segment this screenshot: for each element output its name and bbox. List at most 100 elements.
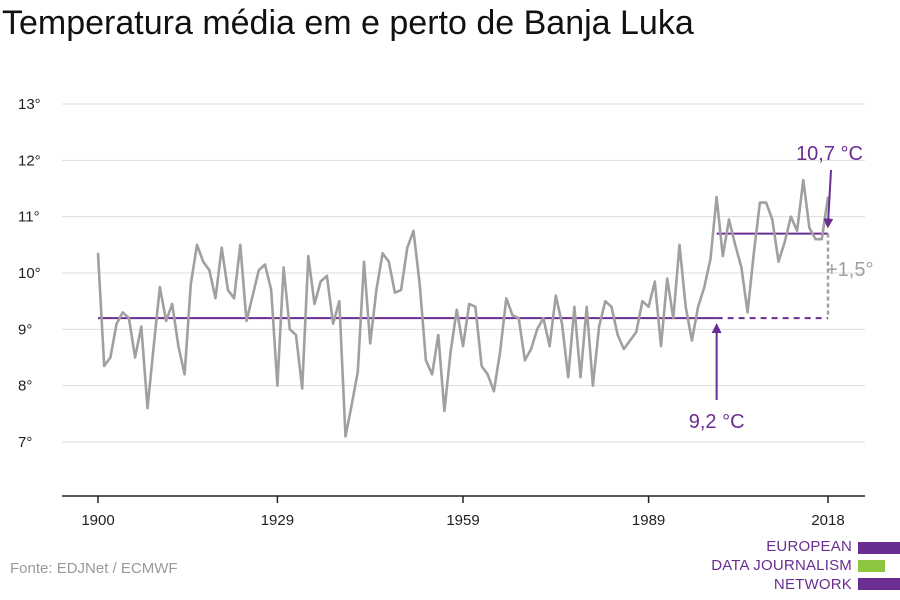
- data-point: [542, 317, 545, 319]
- data-point: [486, 373, 489, 376]
- data-point: [734, 244, 736, 246]
- data-point: [462, 345, 464, 348]
- data-point: [183, 373, 186, 376]
- data-point: [239, 244, 242, 246]
- data-point: [121, 311, 124, 314]
- data-point: [573, 306, 576, 308]
- data-point: [159, 286, 161, 288]
- data-point: [468, 303, 471, 305]
- y-tick-label: 13°: [18, 96, 41, 113]
- logo-text-line1: EUROPEAN: [766, 538, 852, 555]
- x-tick-label: 2018: [811, 512, 844, 529]
- data-point: [610, 306, 613, 308]
- data-point: [319, 280, 322, 283]
- data-point: [505, 297, 508, 300]
- x-axis: [62, 495, 865, 503]
- data-point: [592, 384, 594, 387]
- data-point: [357, 370, 359, 373]
- source-note: Fonte: EDJNet / ECMWF: [10, 560, 178, 577]
- data-point: [759, 201, 761, 204]
- logo-bar-3: [858, 578, 900, 590]
- x-tick-label: 1959: [446, 512, 479, 529]
- data-point: [579, 376, 582, 379]
- recent-arrow: [823, 169, 834, 229]
- data-point: [722, 255, 724, 257]
- data-point: [245, 320, 248, 322]
- data-point: [128, 317, 130, 319]
- data-point: [202, 260, 204, 263]
- data-point: [375, 289, 378, 291]
- data-point: [783, 241, 786, 243]
- data-point: [350, 404, 353, 407]
- y-tick-label: 12°: [18, 152, 41, 169]
- data-point: [771, 218, 774, 221]
- data-point: [814, 238, 817, 240]
- data-point: [567, 376, 569, 379]
- data-point: [406, 246, 409, 249]
- data-point: [548, 345, 551, 348]
- data-point: [165, 320, 167, 322]
- data-point: [301, 387, 304, 390]
- data-point: [227, 289, 229, 291]
- data-point: [753, 252, 755, 255]
- data-point: [307, 255, 310, 257]
- data-point: [140, 325, 143, 328]
- difference-label: +1,5°: [826, 259, 873, 281]
- y-tick-label: 7°: [18, 434, 32, 451]
- data-point: [326, 275, 328, 277]
- data-point: [709, 258, 712, 260]
- data-point: [196, 244, 198, 246]
- data-point: [635, 331, 637, 334]
- x-tick-label: 1989: [632, 512, 665, 529]
- data-point: [746, 311, 749, 314]
- data-point: [456, 308, 458, 311]
- y-tick-label: 11°: [18, 209, 40, 226]
- data-point: [400, 289, 402, 291]
- data-point: [660, 345, 662, 348]
- data-point: [449, 351, 452, 353]
- data-point: [623, 348, 625, 350]
- data-point: [715, 196, 718, 198]
- data-point: [511, 314, 514, 317]
- series-layer: [96, 178, 830, 438]
- data-point: [678, 244, 681, 246]
- logo-bar-2: [858, 560, 900, 572]
- edjnet-logo: EUROPEAN DATA JOURNALISM NETWORK: [680, 538, 900, 600]
- data-point: [808, 227, 811, 229]
- data-point: [684, 306, 687, 308]
- data-point: [666, 277, 668, 280]
- data-point: [394, 291, 396, 294]
- data-point: [654, 280, 656, 283]
- data-point: [697, 306, 699, 308]
- data-point: [561, 322, 563, 325]
- data-point: [381, 252, 384, 255]
- data-point: [177, 345, 180, 348]
- data-point: [536, 328, 538, 331]
- data-point: [765, 201, 767, 204]
- data-point: [431, 373, 433, 376]
- data-point: [827, 196, 829, 198]
- data-point: [437, 334, 440, 336]
- data-point: [499, 351, 501, 353]
- data-point: [598, 325, 600, 328]
- chart-title: Temperatura média em e perto de Banja Lu…: [2, 4, 694, 42]
- data-point: [443, 410, 446, 412]
- data-point: [616, 334, 619, 336]
- data-point: [412, 230, 415, 232]
- data-point: [369, 342, 372, 345]
- data-point: [214, 297, 217, 300]
- data-point: [146, 407, 149, 410]
- y-tick-label: 9°: [18, 321, 32, 338]
- series-line: [96, 178, 830, 438]
- data-point: [703, 286, 706, 288]
- data-point: [134, 356, 136, 359]
- data-point: [332, 322, 334, 325]
- data-point: [796, 230, 798, 232]
- data-point: [629, 339, 631, 342]
- x-tick-label: 1900: [81, 512, 114, 529]
- y-tick-label: 10°: [18, 265, 41, 282]
- data-point: [524, 359, 526, 362]
- data-point: [672, 317, 675, 319]
- data-point: [821, 238, 823, 240]
- grid-lines: [62, 103, 865, 443]
